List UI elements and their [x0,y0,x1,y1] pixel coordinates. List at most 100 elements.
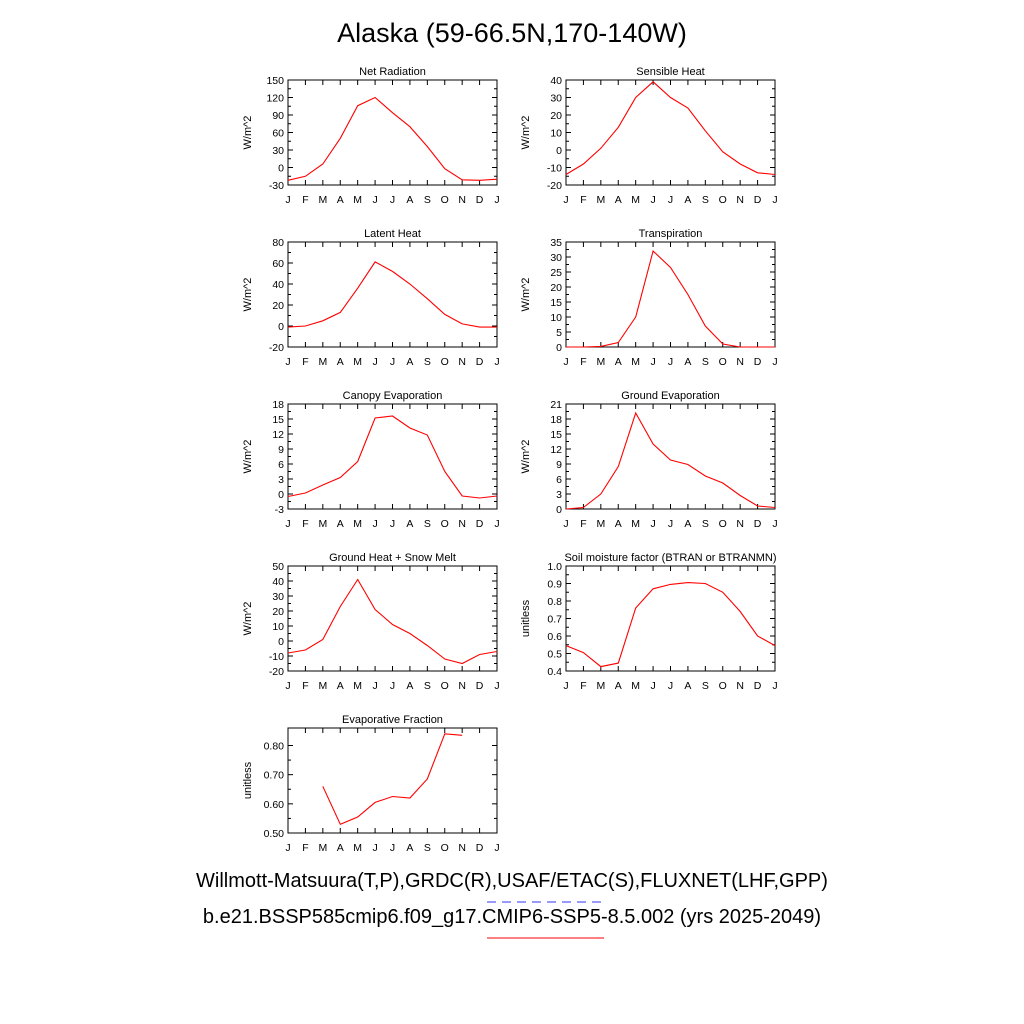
x-tick-label: A [406,194,413,206]
x-tick-label: F [580,194,586,206]
x-tick-label: A [406,680,413,692]
y-tick-label: -10 [547,163,562,175]
y-tick-label: 30 [272,145,284,157]
y-tick-label: 15 [550,297,562,309]
x-tick-label: D [754,194,762,206]
x-tick-label: M [631,518,640,530]
x-tick-label: S [424,680,431,692]
x-tick-label: J [494,194,499,206]
x-tick-label: N [736,518,744,530]
x-tick-label: S [702,518,709,530]
x-tick-label: J [563,518,568,530]
x-tick-label: S [424,194,431,206]
x-tick-label: A [684,518,691,530]
x-tick-label: F [580,356,586,368]
x-tick-label: M [596,518,605,530]
y-tick-label: 9 [556,459,562,471]
y-tick-label: 0.8 [547,596,562,608]
x-tick-label: S [424,518,431,530]
x-tick-label: J [772,356,777,368]
y-tick-label: 0 [278,163,284,175]
y-tick-label: 150 [266,75,284,87]
x-tick-label: A [406,842,413,854]
x-tick-label: O [719,680,727,692]
x-tick-label: N [736,680,744,692]
series-line [287,261,497,328]
x-tick-label: F [302,194,308,206]
x-tick-label: M [318,356,327,368]
panel-title: Latent Heat [364,228,421,240]
y-tick-label: 20 [272,606,284,618]
y-tick-label: 1.0 [547,561,562,573]
x-tick-label: M [353,842,362,854]
panel-title: Ground Heat + Snow Melt [329,552,456,564]
x-tick-label: J [650,356,655,368]
y-tick-label: 18 [550,414,562,426]
y-tick-label: 12 [550,444,562,456]
x-tick-label: M [318,518,327,530]
x-tick-label: O [719,356,727,368]
y-axis-label: unitless [520,599,532,637]
x-tick-label: J [494,842,499,854]
x-tick-label: D [754,518,762,530]
x-tick-label: J [668,680,673,692]
x-tick-label: M [318,842,327,854]
panel-title: Canopy Evaporation [343,390,443,402]
y-axis-label: W/m^2 [242,440,254,474]
series-line [287,415,498,499]
y-tick-label: 40 [272,576,284,588]
series-line [287,96,498,181]
x-tick-label: J [285,518,290,530]
y-tick-label: 30 [272,591,284,603]
y-axis-label: unitless [242,761,254,799]
series-line [565,582,776,668]
x-tick-label: J [772,680,777,692]
x-tick-label: A [337,842,344,854]
x-tick-label: A [406,518,413,530]
x-tick-label: A [615,518,622,530]
plot-frame [287,727,498,834]
x-tick-label: M [318,194,327,206]
y-axis-label: W/m^2 [242,278,254,312]
x-tick-label: A [337,680,344,692]
footer-model: b.e21.BSSP585cmip6.f09_g17.CMIP6-SSP5-8.… [202,906,822,928]
y-tick-label: 10 [550,312,562,324]
x-tick-label: J [390,194,395,206]
plot-frame [565,403,776,510]
x-tick-label: M [631,356,640,368]
x-tick-label: S [702,680,709,692]
x-tick-label: O [441,518,449,530]
x-tick-label: J [372,680,377,692]
y-axis-label: W/m^2 [520,440,532,474]
x-tick-label: J [285,194,290,206]
series-line [287,578,498,665]
x-tick-label: O [719,194,727,206]
y-tick-label: 0.9 [547,579,562,591]
x-tick-label: M [631,194,640,206]
y-tick-label: 0 [278,636,284,648]
y-tick-label: 80 [272,237,284,249]
y-tick-label: 0.5 [547,649,562,661]
x-tick-label: J [285,356,290,368]
y-tick-label: 30 [550,93,562,105]
y-tick-label: 40 [550,75,562,87]
series-line [565,411,776,510]
x-tick-label: M [596,356,605,368]
y-tick-label: 0.80 [264,741,285,753]
panel-title: Ground Evaporation [621,390,719,402]
footer-observations: Willmott-Matsuura(T,P),GRDC(R),USAF/ETAC… [196,870,828,892]
x-tick-label: M [353,680,362,692]
y-tick-label: 0 [278,321,284,333]
x-tick-label: F [580,518,586,530]
x-tick-label: F [302,518,308,530]
y-tick-label: 3 [556,489,562,501]
y-tick-label: 9 [278,444,284,456]
y-tick-label: 0 [556,504,562,516]
y-tick-label: 20 [550,110,562,122]
x-tick-label: N [458,842,466,854]
x-tick-label: J [668,356,673,368]
x-tick-label: D [476,680,484,692]
